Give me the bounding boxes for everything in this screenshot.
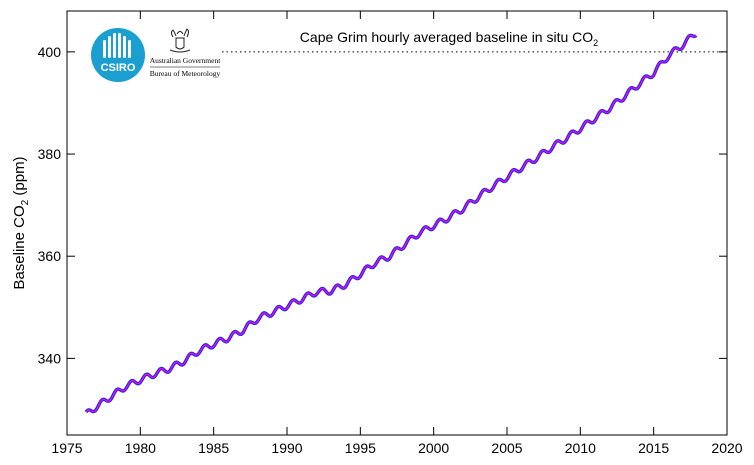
chart-title: Cape Grim hourly averaged baseline in si… — [300, 29, 598, 48]
gov-line-1: Australian Government — [150, 56, 222, 65]
y-tick-label-400: 400 — [38, 44, 62, 60]
gov-line-2: Bureau of Meteorology — [150, 69, 221, 78]
y-tick-label-360: 360 — [38, 248, 62, 264]
y-axis-label-main: Baseline CO — [11, 205, 28, 289]
x-tick-label-1975: 1975 — [51, 440, 82, 456]
x-tick-label-1980: 1980 — [125, 440, 156, 456]
y-tick-label-380: 380 — [38, 146, 62, 162]
y-tick-label-340: 340 — [38, 350, 62, 366]
x-axis: 1975 1980 1985 1990 1995 2000 2005 2010 2015 2020 — [51, 11, 743, 456]
australian-government-logo: Australian Government Bureau of Meteorol… — [150, 28, 222, 78]
x-tick-label-1995: 1995 — [345, 440, 376, 456]
series-0-band — [84, 33, 698, 414]
y-axis-label: Baseline CO2 (ppm) — [11, 156, 31, 289]
y-axis-label-unit: (ppm) — [11, 156, 28, 199]
series-layer — [84, 33, 698, 414]
chart-title-main: Cape Grim hourly averaged baseline in si… — [300, 29, 593, 45]
chart-title-subscript: 2 — [593, 38, 598, 48]
x-tick-label-1985: 1985 — [198, 440, 229, 456]
x-tick-label-2010: 2010 — [565, 440, 596, 456]
x-tick-label-2005: 2005 — [491, 440, 522, 456]
plot-area — [66, 10, 728, 436]
x-tick-label-2000: 2000 — [418, 440, 449, 456]
y-axis: 340 360 380 400 — [38, 44, 727, 366]
y-axis-label-subscript: 2 — [20, 199, 31, 205]
csiro-bars-icon — [103, 33, 131, 58]
csiro-label: CSIRO — [101, 62, 136, 74]
coat-of-arms-icon — [169, 28, 191, 53]
x-tick-label-1990: 1990 — [271, 440, 302, 456]
x-tick-label-2020: 2020 — [711, 440, 742, 456]
series-0-line — [85, 34, 697, 413]
csiro-logo: CSIRO — [91, 28, 145, 82]
x-tick-label-2015: 2015 — [638, 440, 669, 456]
